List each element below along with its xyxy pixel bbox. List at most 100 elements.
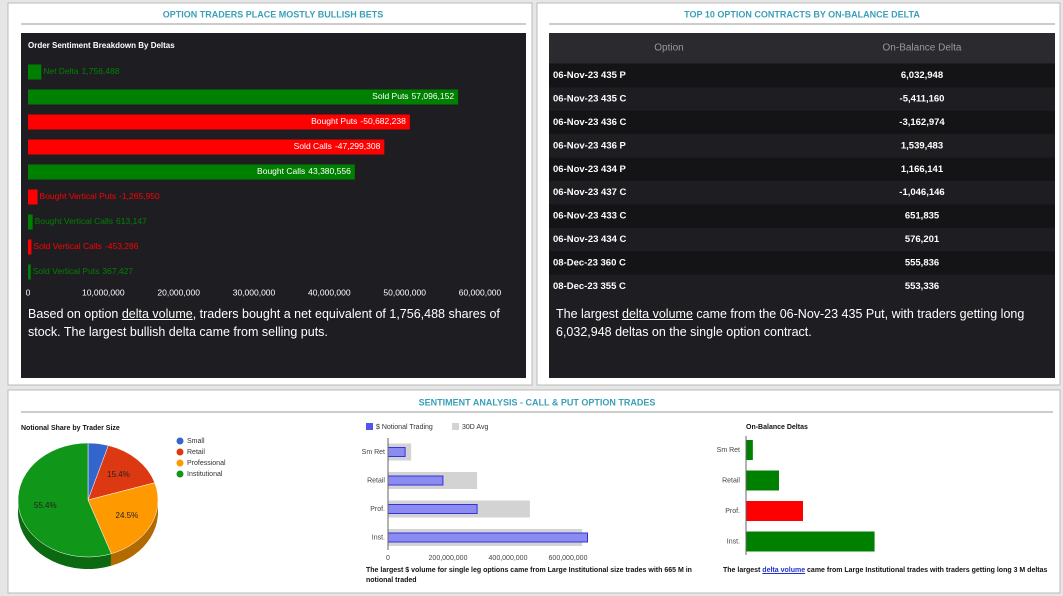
value-label: -47,299,308: [335, 141, 381, 151]
data-label: Sold Vertical Puts 367,427: [33, 266, 134, 276]
caption-text: , traders bought a net equivalent of 1,7…: [28, 307, 500, 339]
column-header: Option: [654, 43, 683, 54]
link[interactable]: delta volume: [622, 307, 693, 321]
column-header: On-Balance Delta: [883, 43, 962, 54]
category-label: Retail: [367, 477, 385, 484]
chart-title: Notional Share by Trader Size: [21, 425, 120, 432]
pie-slice: [17, 442, 112, 558]
category-label: Prof.: [725, 508, 740, 515]
cell: 651,835: [905, 211, 940, 222]
category-label: Bought Calls: [257, 166, 305, 176]
data-label: Sold Calls -47,299,308: [294, 141, 381, 151]
cell: 06-Nov-23 436 C: [553, 117, 627, 128]
cell: 06-Nov-23 436 P: [553, 140, 627, 151]
data-label: Sold Vertical Calls -453,286: [33, 241, 138, 251]
cell: 6,032,948: [901, 70, 943, 81]
cell: -1,046,146: [899, 187, 944, 198]
value-label: 57,096,152: [412, 91, 455, 101]
caption-text: The largest: [723, 567, 763, 574]
category-label: Retail: [722, 477, 740, 484]
category-label: Sold Vertical Puts: [33, 266, 100, 276]
chart-title: Order Sentiment Breakdown By Deltas: [28, 41, 175, 50]
panel-title: SENTIMENT ANALYSIS - CALL & PUT OPTION T…: [419, 397, 656, 407]
bar: [746, 440, 753, 460]
caption: Based on option delta volume, traders bo…: [28, 305, 518, 341]
bar: [746, 470, 779, 491]
value-label: -453,286: [105, 241, 139, 251]
category-label: Sold Puts: [372, 91, 408, 101]
cell: 1,539,483: [901, 140, 943, 151]
bar: [28, 214, 33, 230]
category-label: Sm Ret: [717, 447, 740, 454]
cell: 06-Nov-23 433 C: [553, 211, 627, 222]
caption-text: came from Large Institutional trades wit…: [805, 567, 1048, 574]
caption: The largest delta volume came from the 0…: [556, 305, 1051, 341]
link[interactable]: delta volume: [762, 567, 806, 574]
category-label: Bought Puts: [311, 116, 357, 126]
table-row: [549, 251, 1055, 275]
legend-label: Institutional: [187, 471, 223, 478]
legend-swatch: [366, 423, 373, 430]
x-tick-label: 50,000,000: [383, 287, 426, 297]
bar: [28, 164, 355, 180]
x-tick-label: 0: [386, 555, 390, 562]
table-row: [549, 181, 1055, 205]
cell: 06-Nov-23 435 P: [553, 70, 627, 81]
data-label: 55.4%: [34, 501, 57, 510]
table-row: [549, 134, 1055, 158]
bar: [28, 139, 385, 155]
value-label: 613,147: [116, 216, 147, 226]
legend-swatch: [176, 459, 184, 467]
bar: [28, 64, 42, 80]
data-label: Bought Vertical Calls 613,147: [35, 216, 147, 226]
cell: 555,836: [905, 257, 939, 268]
bar: [28, 264, 31, 280]
category-label: Inst.: [727, 538, 740, 545]
bar: [387, 504, 478, 514]
bar: [28, 114, 410, 130]
legend-swatch: [176, 437, 184, 445]
value-label: -1,265,950: [119, 191, 160, 201]
x-tick-label: 400,000,000: [489, 555, 528, 562]
chart-title: On-Balance Deltas: [746, 424, 808, 431]
data-label: Net Delta 1,756,488: [43, 66, 120, 76]
data-label: Bought Vertical Puts -1,265,950: [40, 191, 160, 201]
category-label: Prof.: [370, 506, 385, 513]
legend-swatch: [452, 423, 459, 430]
link[interactable]: delta volume: [121, 307, 193, 321]
x-tick-label: 20,000,000: [157, 287, 200, 297]
value-label: -50,682,238: [360, 116, 406, 126]
legend-label: Retail: [187, 449, 205, 456]
category-label: Sold Vertical Calls: [33, 241, 102, 251]
data-label: 15.4%: [107, 470, 130, 479]
bar: [387, 447, 406, 457]
panel: [7, 389, 1061, 594]
value-label: 367,427: [102, 266, 133, 276]
panel-title: OPTION TRADERS PLACE MOSTLY BULLISH BETS: [163, 9, 384, 19]
x-tick-label: 40,000,000: [308, 287, 351, 297]
cell: -3,162,974: [899, 117, 945, 128]
category-label: Bought Vertical Puts: [40, 191, 117, 201]
table-row: [549, 87, 1055, 111]
cell: 06-Nov-23 434 C: [553, 234, 627, 245]
data-label: 24.5%: [116, 511, 139, 520]
bar: [28, 189, 38, 205]
bar: [746, 531, 875, 552]
cell: 06-Nov-23 435 C: [553, 94, 627, 105]
caption: The largest $ volume for single leg opti…: [366, 566, 712, 586]
x-tick-label: 30,000,000: [233, 287, 276, 297]
legend-swatch: [176, 470, 184, 478]
data-label: Bought Puts -50,682,238: [311, 116, 406, 126]
legend-label: Small: [187, 438, 205, 445]
caption-text: Based on option: [28, 307, 122, 321]
legend-label: 30D Avg: [462, 424, 488, 431]
x-tick-label: 10,000,000: [82, 287, 125, 297]
table-row: [549, 157, 1055, 181]
cell: 08-Dec-23 355 C: [553, 281, 626, 292]
cell: 576,201: [905, 234, 940, 245]
cell: 06-Nov-23 437 C: [553, 187, 627, 198]
x-tick-label: 200,000,000: [429, 555, 468, 562]
data-label: Bought Calls 43,380,556: [257, 166, 351, 176]
x-tick-label: 60,000,000: [459, 287, 502, 297]
bar: [387, 475, 444, 486]
